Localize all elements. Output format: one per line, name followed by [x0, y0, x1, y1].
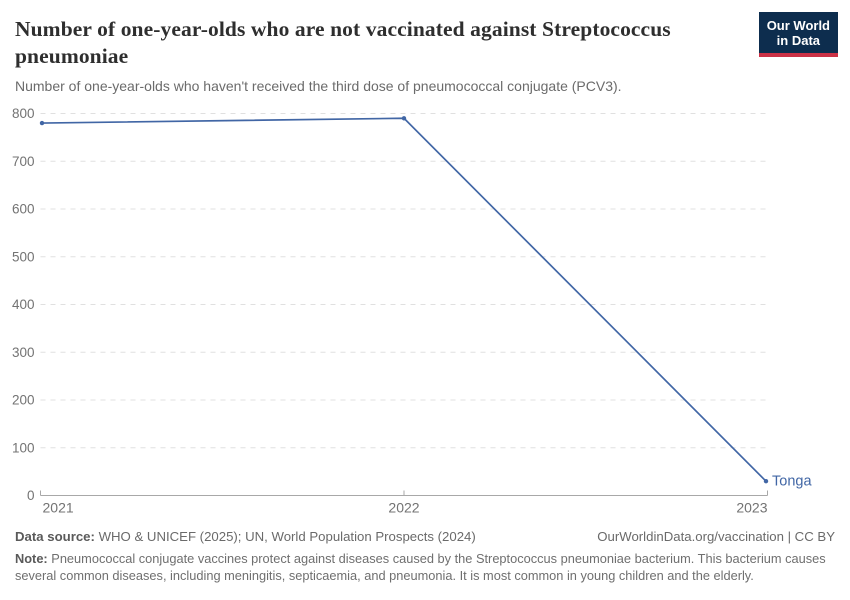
y-tick-label: 600: [12, 202, 35, 217]
data-source: Data source: WHO & UNICEF (2025); UN, Wor…: [15, 529, 476, 544]
owid-logo: Our World in Data: [758, 12, 838, 57]
x-tick-label: 2021: [43, 500, 74, 516]
chart-footer: Data source: WHO & UNICEF (2025); UN, Wor…: [15, 529, 835, 584]
data-source-label: Data source:: [15, 529, 95, 544]
chart-plot-area: 0 100 200 300 400 500 600 700 800 2021 2022 2023 Ton…: [12, 106, 812, 516]
note-text: Pneumococcal conjugate vaccines protect …: [15, 551, 826, 584]
citation-text: OurWorldinData.org/vaccination | CC BY: [597, 529, 835, 544]
y-tick-label: 700: [12, 154, 35, 169]
chart-subtitle: Number of one-year-olds who haven't rece…: [15, 77, 622, 94]
chart-title: Number of one-year-olds who are not vacc…: [15, 17, 671, 69]
y-tick-label: 100: [12, 440, 35, 455]
chart-note: Note: Pneumococcal conjugate vaccines pro…: [15, 550, 835, 584]
y-tick-label: 0: [27, 488, 35, 503]
y-tick-label: 200: [12, 393, 35, 408]
y-tick-label: 300: [12, 345, 35, 360]
entity-label[interactable]: Tonga: [772, 474, 812, 490]
y-tick-label: 500: [12, 249, 35, 264]
y-tick-label: 400: [12, 297, 35, 312]
chart-line[interactable]: [41, 117, 767, 482]
owid-logo-line1: Our World: [766, 18, 830, 33]
chart-header: Number of one-year-olds who are not vacc…: [0, 0, 850, 94]
data-point[interactable]: [763, 478, 769, 484]
y-tick-label: 800: [12, 106, 35, 121]
source-row: Data source: WHO & UNICEF (2025); UN, Wor…: [15, 529, 835, 544]
data-point[interactable]: [401, 116, 407, 121]
note-label: Note:: [15, 551, 48, 566]
owid-logo-line2: in Data: [776, 33, 821, 49]
data-point[interactable]: [39, 120, 45, 126]
x-tick-label: 2023: [736, 500, 767, 516]
data-source-text: WHO & UNICEF (2025); UN, World Populatio…: [98, 529, 476, 544]
x-tick-label: 2022: [388, 500, 419, 516]
